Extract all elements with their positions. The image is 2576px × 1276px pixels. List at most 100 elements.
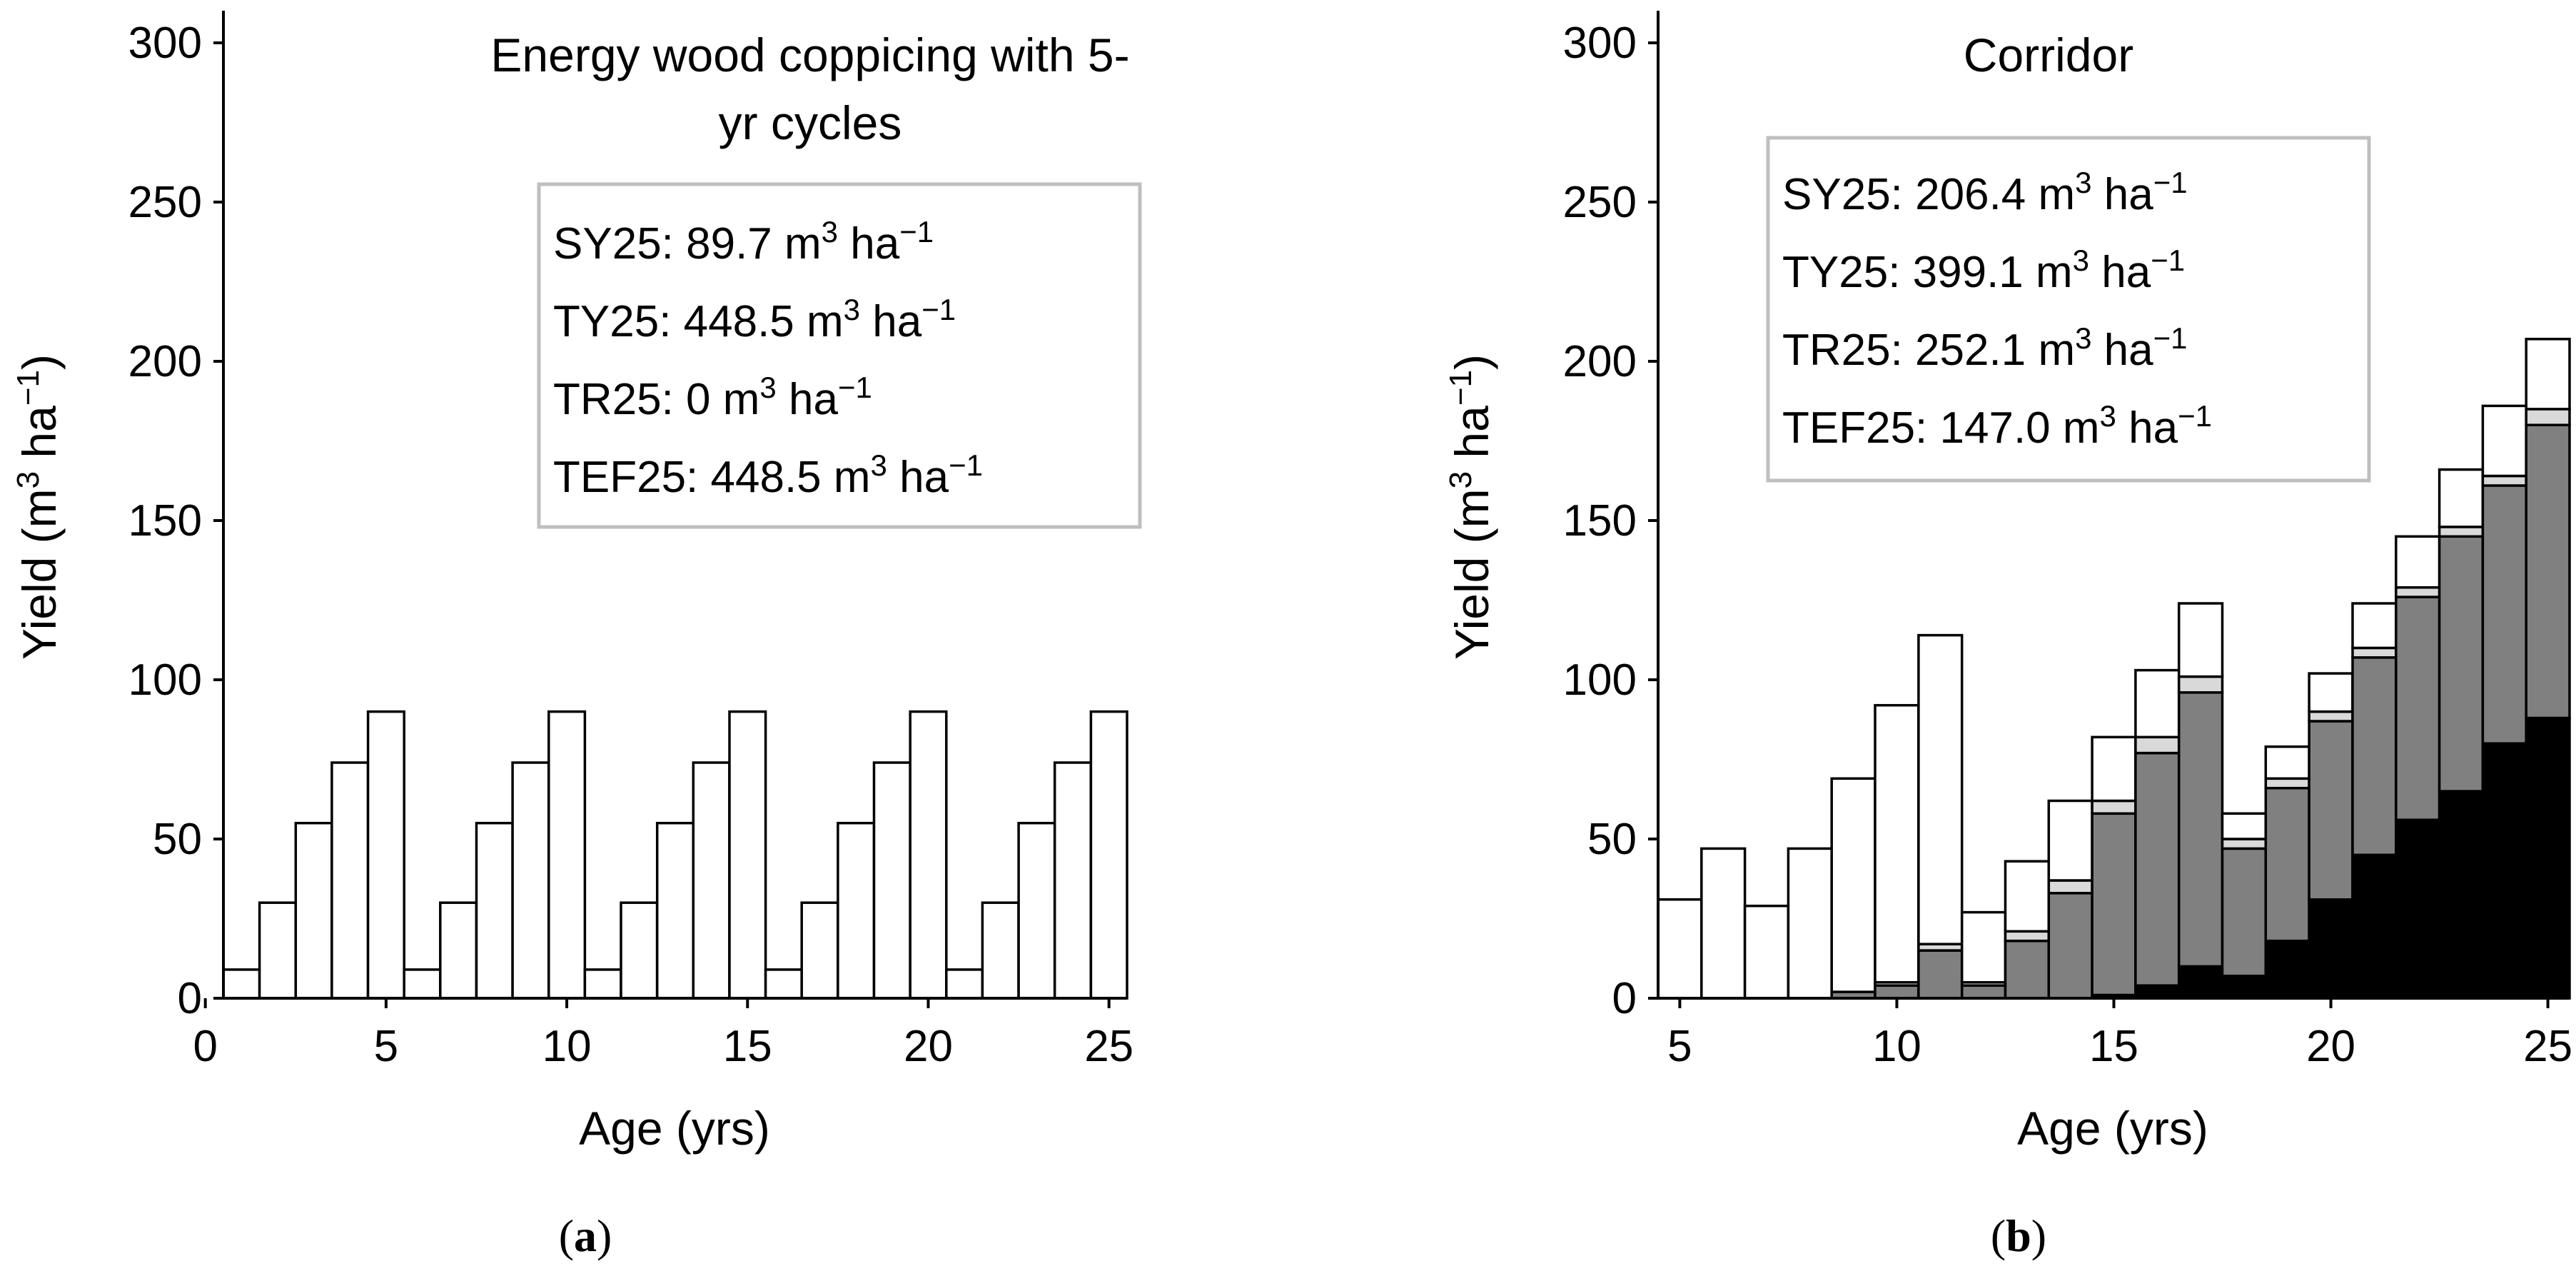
panel-b-bar-25-light-gray — [2525, 408, 2571, 426]
panel-a-title-line-1: Energy wood coppicing with 5- — [490, 29, 1129, 81]
panel-a-y-tick-label: 50 — [153, 815, 202, 864]
panel-b-bar-16-white — [2134, 668, 2181, 739]
panel-a-bar-9-standing-yield — [511, 761, 550, 1000]
panel-a-stat-line: TEF25: 448.5 m3 ha−1 — [553, 448, 983, 503]
panel-a-bar-24-standing-yield — [1053, 761, 1093, 1000]
panel-b-bar-23-dark-gray — [2438, 535, 2485, 793]
panel-b-y-tick-label: 50 — [1587, 815, 1637, 864]
panel-b-caption: (b) — [1991, 1210, 2046, 1261]
panel-a-bar-12-standing-yield — [620, 901, 659, 1000]
panel-a-x-ticks: 0 5 10 15 20 25 — [193, 998, 1133, 1071]
panel-b-bar-13-light-gray — [2004, 930, 2051, 943]
panel-a-x-tick-label: 5 — [374, 1022, 398, 1071]
panel-b-bar-21-light-gray — [2351, 646, 2398, 659]
panel-a-bar-1-standing-yield — [222, 968, 261, 1000]
panel-b-stat-line: TY25: 399.1 m3 ha−1 — [1782, 243, 2185, 298]
panel-a-bar-5-standing-yield — [366, 710, 405, 1000]
panel-b: 0 50 100 150 200 250 300 5 10 15 20 25 Corridor Ag… — [1443, 11, 2572, 1261]
panel-b-bar-14-white — [2047, 799, 2093, 882]
panel-b-y-ticks: 0 50 100 150 200 250 300 — [1563, 19, 1658, 1023]
panel-b-bar-25-black — [2525, 716, 2571, 1000]
panel-b-bar-18-light-gray — [2221, 838, 2268, 850]
panel-b-bar-8-white — [1787, 847, 1833, 1000]
panel-a-x-tick-label: 25 — [1084, 1022, 1133, 1071]
panel-a-bar-11-standing-yield — [583, 968, 622, 1000]
panel-a-y-tick-label: 300 — [128, 19, 202, 68]
panel-a-bar-2-standing-yield — [258, 901, 297, 1000]
panel-b-x-label: Age (yrs) — [2017, 1102, 2208, 1155]
panel-b-bar-18-black — [2221, 975, 2268, 1000]
panel-a-bar-8-standing-yield — [475, 821, 514, 1000]
panel-a-x-tick-label: 10 — [542, 1022, 592, 1071]
panel-b-bar-20-black — [2308, 898, 2354, 1000]
panel-a-bar-17-standing-yield — [800, 901, 839, 1000]
panel-a-stat-line: TR25: 0 m3 ha−1 — [553, 371, 872, 425]
panel-b-bar-19-black — [2264, 939, 2310, 1000]
panel-a-y-tick-label: 0 — [178, 974, 202, 1023]
panel-b-x-tick-label: 20 — [2306, 1022, 2355, 1071]
panel-b-bar-25-dark-gray — [2525, 423, 2571, 720]
panel-b-y-tick-label: 300 — [1563, 19, 1637, 68]
panel-a-bar-25-standing-yield — [1089, 710, 1128, 1000]
panel-a-y-tick-label: 150 — [128, 496, 202, 546]
panel-b-bar-21-white — [2351, 602, 2398, 650]
panel-a-bar-4-standing-yield — [330, 761, 370, 1000]
panel-b-bar-23-light-gray — [2438, 526, 2485, 538]
panel-b-x-tick-label: 10 — [1872, 1022, 1921, 1071]
panel-b-bar-24-dark-gray — [2481, 484, 2527, 745]
panel-b-bar-17-white — [2177, 602, 2224, 678]
panel-b-bar-21-dark-gray — [2351, 656, 2398, 857]
panel-a-stat-line: SY25: 89.7 m3 ha−1 — [553, 215, 934, 269]
panel-b-bar-14-light-gray — [2047, 879, 2093, 895]
panel-b-stat-line: TEF25: 147.0 m3 ha−1 — [1782, 399, 2212, 453]
panel-b-bar-12-white — [1960, 910, 2007, 984]
panel-a-x-label: Age (yrs) — [579, 1102, 770, 1155]
panel-b-bar-13-white — [2004, 860, 2051, 933]
panel-a-bar-3-standing-yield — [294, 821, 333, 1000]
panel-a-stats: SY25: 89.7 m3 ha−1 TY25: 448.5 m3 ha−1 TR2… — [553, 215, 983, 503]
panel-b-bar-23-black — [2438, 790, 2485, 1000]
panel-b-bar-7-white — [1743, 904, 1790, 1000]
panel-b-stat-line: TR25: 252.1 m3 ha−1 — [1782, 321, 2188, 376]
panel-a-y-tick-label: 200 — [128, 337, 202, 386]
panel-b-bar-20-white — [2308, 672, 2354, 713]
panel-b-bar-16-black — [2134, 984, 2181, 1000]
panel-b-bar-23-white — [2438, 468, 2485, 528]
panel-a-bar-15-standing-yield — [728, 710, 767, 1000]
panel-b-bar-24-black — [2481, 742, 2527, 1000]
panel-b-stats: SY25: 206.4 m3 ha−1 TY25: 399.1 m3 ha−1 TR… — [1782, 166, 2212, 453]
panel-a-bars — [222, 710, 1128, 1000]
panel-b-y-tick-label: 0 — [1612, 974, 1637, 1023]
panel-b-bar-10-dark-gray — [1874, 984, 1920, 1000]
panel-b-bar-19-light-gray — [2264, 777, 2310, 790]
panel-a-caption: (a) — [559, 1210, 612, 1261]
panel-b-bar-11-white — [1917, 633, 1964, 945]
panel-a-bar-10-standing-yield — [547, 710, 587, 1000]
panel-b-bar-24-white — [2481, 404, 2527, 478]
panel-a-y-tick-label: 250 — [128, 178, 202, 227]
panel-b-y-tick-label: 250 — [1563, 178, 1637, 227]
panel-b-bar-17-dark-gray — [2177, 691, 2224, 968]
panel-b-y-tick-label: 200 — [1563, 337, 1637, 386]
panel-b-bar-9-white — [1830, 777, 1877, 993]
panel-b-bar-19-white — [2264, 745, 2310, 780]
panel-a: 0 50 100 150 200 250 300 0 5 10 15 20 25 Energy woo… — [11, 11, 1142, 1261]
panel-a-bar-22-standing-yield — [981, 901, 1020, 1000]
panel-a-title-line-2: yr cycles — [719, 96, 902, 149]
panel-b-bar-22-white — [2395, 535, 2441, 589]
panel-a-bar-18-standing-yield — [837, 821, 876, 1000]
panel-a-stats-box — [537, 182, 1142, 529]
panel-b-y-tick-label: 150 — [1563, 496, 1637, 546]
panel-b-bar-18-dark-gray — [2221, 847, 2268, 978]
panel-b-bar-22-light-gray — [2395, 586, 2441, 598]
panel-a-y-ticks: 0 50 100 150 200 250 300 — [128, 19, 223, 1023]
panel-b-stat-line: SY25: 206.4 m3 ha−1 — [1782, 166, 2188, 220]
panel-b-bar-20-light-gray — [2308, 710, 2354, 723]
panel-b-bar-5-white — [1657, 898, 1703, 1000]
panel-b-bar-10-white — [1874, 703, 1920, 984]
panel-b-bar-17-black — [2177, 965, 2224, 1000]
panel-a-bar-23-standing-yield — [1017, 821, 1056, 1000]
panel-b-bar-22-dark-gray — [2395, 596, 2441, 821]
panel-b-bar-6-white — [1700, 847, 1747, 1000]
panel-b-y-label: Yield (m3 ha−1) — [1443, 354, 1499, 660]
